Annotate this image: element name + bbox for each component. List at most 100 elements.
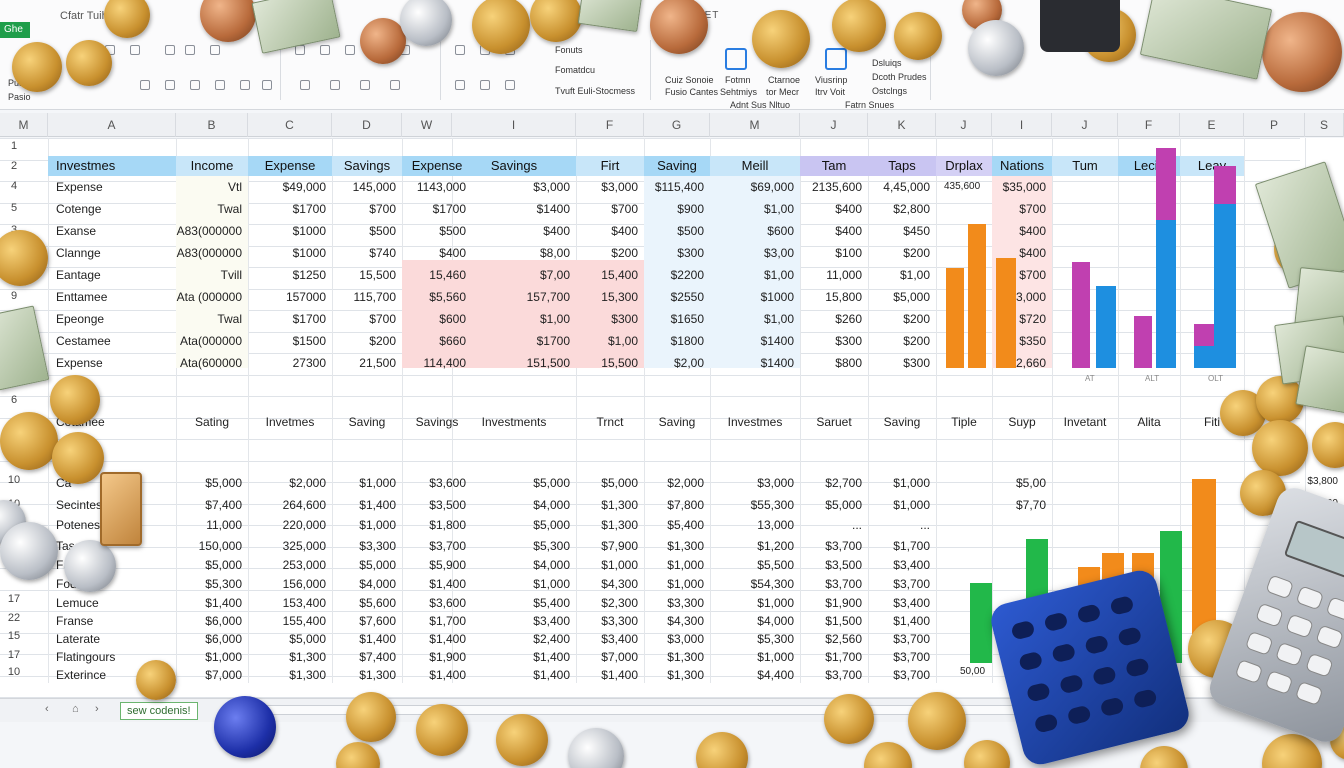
data-cell[interactable]: $1,300	[359, 668, 396, 682]
data-cell[interactable]: $7,900	[601, 539, 638, 553]
column-header[interactable]: I	[452, 113, 576, 137]
data-cell[interactable]: $3,500	[429, 498, 466, 512]
data-cell[interactable]: $2,800	[893, 202, 930, 216]
income-cell[interactable]: Vtl	[227, 180, 242, 194]
data-cell[interactable]: $1,300	[601, 518, 638, 532]
data-cell[interactable]: $300	[903, 356, 930, 370]
data-cell[interactable]: $55,300	[750, 498, 794, 512]
data-cell[interactable]: $1,500	[825, 614, 862, 628]
column-header[interactable]: C	[248, 113, 332, 137]
data-cell[interactable]: 151,500	[526, 356, 570, 370]
column-title[interactable]: Savings	[415, 415, 459, 429]
data-cell[interactable]: $700	[369, 202, 396, 216]
data-cell[interactable]: 325,000	[282, 539, 326, 553]
row-number[interactable]: 17	[7, 649, 21, 661]
data-cell[interactable]: $200	[903, 312, 930, 326]
column-header[interactable]: J	[800, 113, 868, 137]
income-cell[interactable]: A83(000000	[176, 224, 242, 238]
column-title[interactable]: Suyp	[1008, 415, 1036, 429]
data-cell[interactable]: $4,400	[757, 668, 794, 682]
fill-color-icon[interactable]	[185, 45, 195, 55]
data-cell[interactable]: $1,400	[205, 596, 242, 610]
column-title[interactable]: Saving	[658, 415, 696, 429]
ribbon-label[interactable]: Fomatdcu	[555, 65, 596, 75]
row-label[interactable]: Flatingours	[56, 650, 116, 664]
data-cell[interactable]: $4,000	[757, 614, 794, 628]
data-cell[interactable]: 15,460	[429, 268, 466, 282]
data-cell[interactable]: $5,300	[757, 632, 794, 646]
column-title[interactable]: Expense	[264, 158, 316, 173]
format-icon[interactable]	[130, 45, 140, 55]
data-cell[interactable]: $5,000	[893, 290, 930, 304]
data-cell[interactable]: $400	[835, 202, 862, 216]
insert-icon[interactable]	[455, 80, 465, 90]
column-header[interactable]: K	[868, 113, 936, 137]
data-cell[interactable]: $3,000	[667, 632, 704, 646]
row-label[interactable]: Franse	[56, 614, 94, 628]
data-cell[interactable]: 264,600	[282, 498, 326, 512]
data-cell[interactable]: $400	[611, 224, 638, 238]
number-format-icon[interactable]	[320, 45, 330, 55]
data-cell[interactable]: $5,000	[601, 476, 638, 490]
data-cell[interactable]: $700	[1019, 268, 1046, 282]
data-cell[interactable]: $7,600	[359, 614, 396, 628]
data-cell[interactable]: $5,000	[205, 476, 242, 490]
data-cell[interactable]: $2550	[670, 290, 704, 304]
data-cell[interactable]: ...	[851, 518, 862, 532]
data-cell[interactable]: $1,400	[429, 577, 466, 591]
income-cell[interactable]: Ata(600000	[179, 356, 242, 370]
data-cell[interactable]: $3,000	[757, 476, 794, 490]
underline-icon[interactable]	[190, 80, 200, 90]
data-cell[interactable]: $1,400	[359, 632, 396, 646]
column-header[interactable]: M	[710, 113, 800, 137]
clear-icon[interactable]	[390, 80, 400, 90]
data-cell[interactable]: $7,70	[1015, 498, 1046, 512]
ribbon-label[interactable]: Cuiz Sonoie	[665, 75, 714, 85]
data-cell[interactable]: $1,000	[359, 518, 396, 532]
data-cell[interactable]: $1,300	[601, 498, 638, 512]
ribbon-label[interactable]: Dsluiqs	[872, 58, 902, 68]
data-cell[interactable]: $1650	[670, 312, 704, 326]
data-cell[interactable]: $1,900	[429, 650, 466, 664]
row-label[interactable]: Clannge	[56, 246, 101, 260]
data-cell[interactable]: $7,400	[205, 498, 242, 512]
italic-icon[interactable]	[165, 80, 175, 90]
column-header[interactable]: E	[1180, 113, 1244, 137]
data-cell[interactable]: $5,000	[533, 476, 570, 490]
border-icon[interactable]	[210, 45, 220, 55]
data-cell[interactable]: $1,000	[359, 476, 396, 490]
data-cell[interactable]: $5,560	[429, 290, 466, 304]
data-cell[interactable]: $5,300	[205, 577, 242, 591]
data-cell[interactable]: 27300	[292, 356, 326, 370]
delete-icon[interactable]	[480, 80, 490, 90]
row-label[interactable]: Exanse	[56, 224, 97, 238]
data-cell[interactable]: 15,800	[825, 290, 862, 304]
row-number[interactable]: 9	[10, 290, 18, 302]
data-cell[interactable]: $200	[611, 246, 638, 260]
text-color-icon[interactable]	[360, 80, 370, 90]
data-cell[interactable]: 13,000	[1009, 290, 1046, 304]
data-cell[interactable]: 150,000	[198, 539, 242, 553]
income-cell[interactable]: Ata(000000	[179, 334, 242, 348]
ribbon-label[interactable]: Sehtmiys	[720, 87, 758, 97]
column-title[interactable]: Expense	[411, 158, 463, 173]
column-title[interactable]: Sating	[194, 415, 230, 429]
data-cell[interactable]: $400	[1019, 246, 1046, 260]
data-cell[interactable]: $2,00	[673, 356, 704, 370]
data-cell[interactable]: $1,700	[429, 614, 466, 628]
sheet-nav-home-icon[interactable]: ⌂	[72, 703, 79, 715]
data-cell[interactable]: 11,000	[206, 518, 242, 532]
data-cell[interactable]: $400	[543, 224, 570, 238]
data-cell[interactable]: 145,000	[352, 180, 396, 194]
data-cell[interactable]: $1,000	[667, 558, 704, 572]
data-cell[interactable]: $1,400	[359, 498, 396, 512]
row-label[interactable]: Potenes	[56, 518, 101, 532]
data-cell[interactable]: $5,000	[825, 498, 862, 512]
align-icon[interactable]	[215, 80, 225, 90]
ribbon-label[interactable]: Fusio Cantes	[665, 87, 719, 97]
column-title[interactable]: Fiti	[1204, 415, 1220, 429]
row-label[interactable]: Laterate	[56, 632, 101, 646]
data-cell[interactable]: 153,400	[282, 596, 326, 610]
column-title[interactable]: Saving	[348, 415, 386, 429]
ribbon-label[interactable]: Itrv Voit	[815, 87, 846, 97]
